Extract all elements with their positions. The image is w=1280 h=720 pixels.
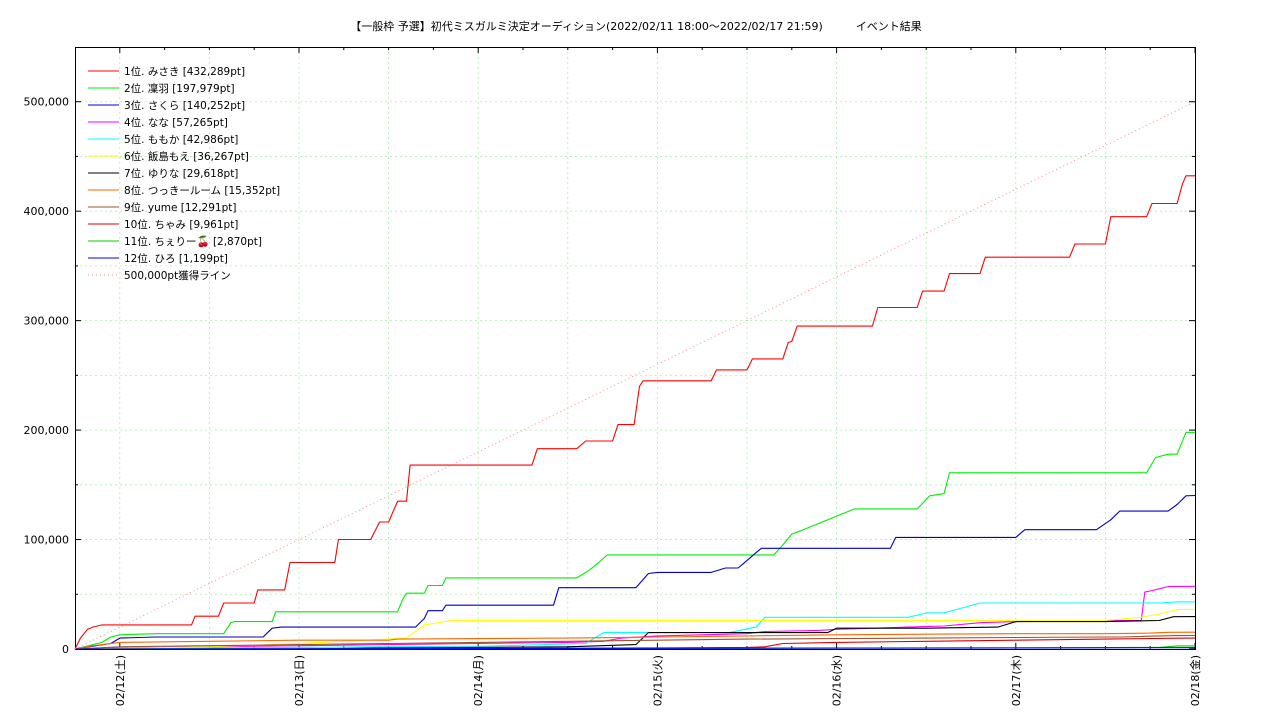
series-line-4: [74, 585, 1196, 650]
ticks-layer: 0 100,000 200,000 300,000 400,000 500,000 02/1…: [24, 47, 1202, 706]
series-line-12: [74, 647, 1196, 650]
y-tick-label: 500,000: [24, 96, 70, 109]
series-line-7: [75, 616, 1196, 650]
legend-label-8: 8位. つっきールーム [15,352pt]: [124, 184, 280, 197]
series-line-5: [75, 601, 1195, 650]
legend-label-2: 2位. 凜羽 [197,979pt]: [124, 82, 235, 95]
x-tick-label: 02/13(日): [293, 655, 306, 706]
legend-label-4: 4位. なな [57,265pt]: [124, 116, 228, 129]
legend-label-1: 1位. みさき [432,289pt]: [124, 65, 245, 78]
x-tick-label: 02/15(火): [651, 655, 664, 706]
series-line-1: [74, 175, 1195, 650]
series-line-3: [74, 494, 1196, 650]
legend-label-13: 500,000pt獲得ライン: [124, 269, 231, 282]
y-tick-label: 300,000: [24, 315, 70, 328]
x-tick-label: 02/16(水): [831, 655, 844, 706]
x-tick-label: 02/12(土): [114, 655, 127, 706]
x-tick-label: 02/14(月): [472, 655, 485, 706]
series-line-8: [74, 631, 1196, 650]
series-line-9: [74, 634, 1196, 650]
series-line-6: [74, 608, 1196, 650]
y-tick-label: 200,000: [24, 424, 70, 437]
legend-label-9: 9位. yume [12,291pt]: [124, 201, 236, 214]
legend-label-5: 5位. ももか [42,986pt]: [124, 133, 238, 146]
plot-area-border: [75, 47, 1196, 650]
x-tick-label: 02/18(金): [1188, 655, 1202, 706]
y-tick-label: 100,000: [24, 534, 70, 547]
legend-label-3: 3位. さくら [140,252pt]: [124, 99, 245, 112]
legend-label-7: 7位. ゆりな [29,618pt]: [124, 167, 238, 180]
chart-title: 【一般枠 予選】初代ミスガルミ決定オーディション(2022/02/11 18:0…: [350, 19, 922, 33]
legend-label-6: 6位. 飯島もえ [36,267pt]: [124, 150, 249, 163]
series-line-2: [74, 431, 1195, 650]
grid-layer: [75, 47, 1195, 649]
y-tick-label: 0: [62, 643, 69, 656]
y-tick-label: 400,000: [24, 205, 70, 218]
legend: 1位. みさき [432,289pt] 2位. 凜羽 [197,979pt] 3…: [88, 65, 280, 282]
legend-label-11: 11位. ちぇりー🍒 [2,870pt]: [124, 235, 262, 248]
series-layer: [74, 101, 1196, 650]
x-tick-label: 02/17(木): [1010, 655, 1023, 706]
legend-label-10: 10位. ちゃみ [9,961pt]: [124, 218, 238, 231]
legend-label-12: 12位. ひろ [1,199pt]: [124, 252, 228, 265]
